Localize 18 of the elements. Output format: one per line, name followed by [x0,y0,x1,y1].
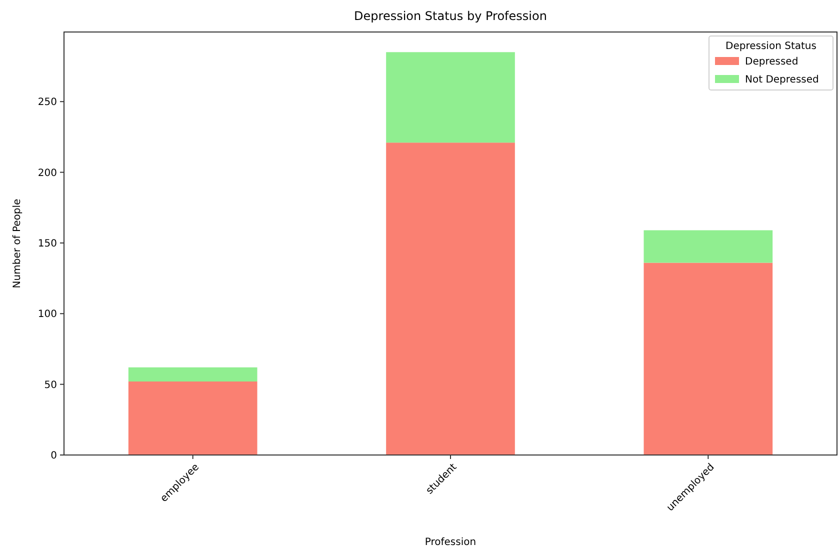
y-axis-title: Number of People [12,198,23,288]
bar [128,367,258,382]
bar [386,142,515,455]
y-tick-label: 50 [44,380,57,391]
y-tick-label: 0 [50,450,57,462]
bar [644,230,773,263]
bar [386,52,515,143]
y-tick-label: 200 [38,168,57,179]
bar [644,262,773,455]
legend-label: Depressed [745,56,798,68]
legend-label: Not Depressed [745,74,819,86]
y-tick-label: 100 [38,309,57,320]
y-tick-label: 150 [38,238,57,250]
bar [128,381,258,455]
y-tick-label: 250 [38,97,57,108]
x-axis-title: Profession [424,537,476,548]
legend-title: Depression Status [726,41,816,52]
chart-title: Depression Status by Profession [354,9,547,23]
